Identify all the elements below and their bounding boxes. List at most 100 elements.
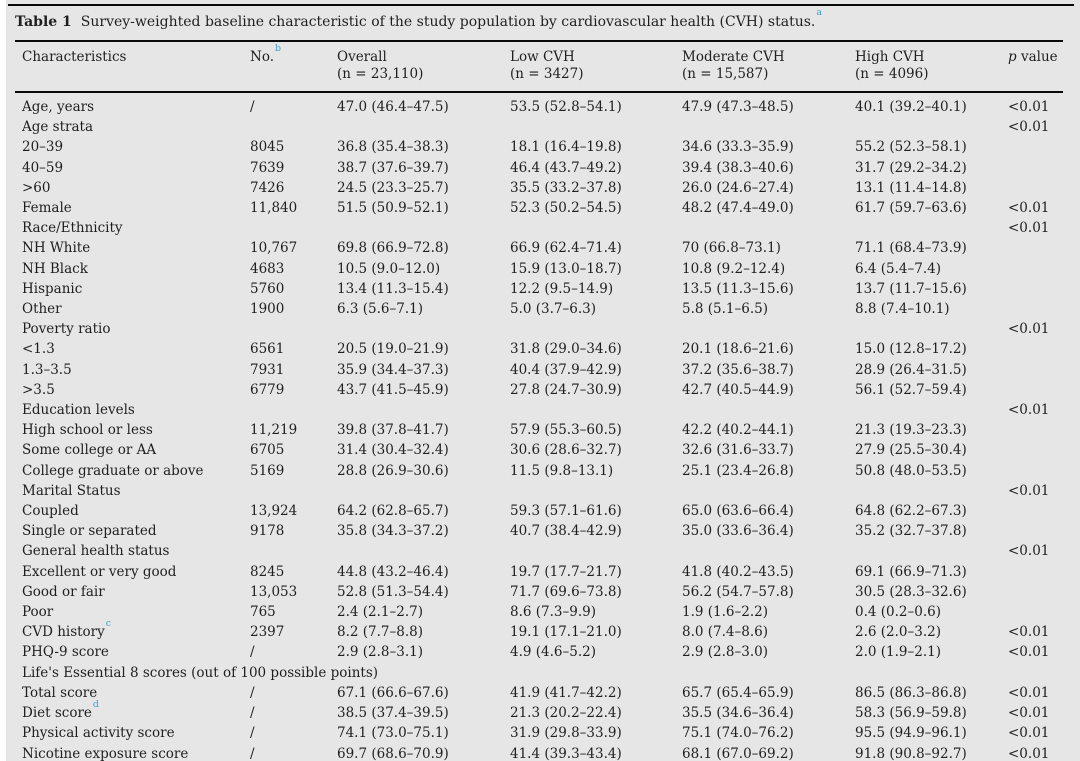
table-row: 1.3–3.5 7931 35.9 (34.4–37.3) 40.4 (37.9–42… <box>15 360 1063 380</box>
table-body: Age, years / 47.0 (46.4–47.5) 53.5 (52.8–54… <box>15 92 1063 761</box>
table-header: Characteristics No.b Overall (n = 23,110… <box>15 40 1063 93</box>
table-row: CVD historyc 2397 8.2 (7.7–8.8) 19.1 (17.1–… <box>15 617 1063 642</box>
cell-high: 8.8 (7.4–10.1) <box>855 301 950 318</box>
table-row: Other 1900 6.3 (5.6–7.1) 5.0 (3.7–6.3) 5.8 (… <box>15 299 1063 319</box>
cell-low <box>510 541 682 561</box>
row-label: Coupled <box>22 503 79 520</box>
cell-moderate: 20.1 (18.6–21.6) <box>682 341 794 358</box>
cell-p <box>1008 178 1063 198</box>
cell-high: 0.4 (0.2–0.6) <box>855 604 941 621</box>
cell-low: 19.1 (17.1–21.0) <box>510 624 622 641</box>
baseline-characteristics-table: Characteristics No.b Overall (n = 23,110… <box>15 40 1063 761</box>
row-label: Poverty ratio <box>22 321 111 338</box>
cell-moderate: 56.2 (54.7–57.8) <box>682 583 794 600</box>
cell-high <box>855 218 1008 238</box>
table-row: Education levels <0.01 <box>15 400 1063 420</box>
row-label: Excellent or very good <box>22 563 177 580</box>
cell-high: 27.9 (25.5–30.4) <box>855 442 967 459</box>
cell-low: 66.9 (62.4–71.4) <box>510 240 622 257</box>
cell-no: 11,219 <box>250 422 298 439</box>
cell-moderate: 65.7 (65.4–65.9) <box>682 684 794 701</box>
cell-moderate: 34.6 (33.3–35.9) <box>682 139 794 156</box>
cell-overall: 51.5 (50.9–52.1) <box>337 200 449 217</box>
cell-moderate: 41.8 (40.2–43.5) <box>682 563 794 580</box>
cell-low: 19.7 (17.7–21.7) <box>510 563 622 580</box>
cell-p <box>1008 420 1063 440</box>
cell-low: 21.3 (20.2–22.4) <box>510 705 622 722</box>
cell-overall: 69.7 (68.6–70.9) <box>337 745 449 761</box>
cell-high: 71.1 (68.4–73.9) <box>855 240 967 257</box>
table-row: NH Black 4683 10.5 (9.0–12.0) 15.9 (13.0–18… <box>15 259 1063 279</box>
cell-overall: 52.8 (51.3–54.4) <box>337 583 449 600</box>
cell-low: 41.4 (39.3–43.4) <box>510 745 622 761</box>
col-header-p-value: p value <box>1008 40 1063 93</box>
cell-high: 13.1 (11.4–14.8) <box>855 179 967 196</box>
cell-high: 40.1 (39.2–40.1) <box>855 99 967 115</box>
row-label: 20–39 <box>22 139 64 156</box>
table-row: <1.3 6561 20.5 (19.0–21.9) 31.8 (29.0–34.6)… <box>15 339 1063 359</box>
cell-high: 2.6 (2.0–3.2) <box>855 624 941 641</box>
footnote-a-marker: a <box>816 7 823 19</box>
row-label: Female <box>22 200 72 217</box>
cell-overall <box>337 400 510 420</box>
cell-no: 13,053 <box>250 583 298 600</box>
cell-moderate <box>682 117 855 137</box>
cell-moderate: 68.1 (67.0–69.2) <box>682 745 794 761</box>
cell-p: <0.01 <box>1008 119 1050 136</box>
cell-p: <0.01 <box>1008 624 1050 641</box>
row-label: CVD historyc <box>22 617 112 641</box>
cell-high: 13.7 (11.7–15.6) <box>855 280 967 297</box>
cell-overall: 38.5 (37.4–39.5) <box>337 705 449 722</box>
cell-overall: 6.3 (5.6–7.1) <box>337 301 423 318</box>
cell-p: <0.01 <box>1008 745 1050 761</box>
cell-p <box>1008 360 1063 380</box>
row-label: Poor <box>22 604 54 621</box>
cell-moderate <box>682 541 855 561</box>
cell-no: 9178 <box>250 523 285 540</box>
cell-overall: 64.2 (62.8–65.7) <box>337 503 449 520</box>
cell-high <box>855 541 1008 561</box>
cell-moderate <box>682 218 855 238</box>
cell-high: 35.2 (32.7–37.8) <box>855 523 967 540</box>
cell-no: 5169 <box>250 462 285 479</box>
cell-p <box>1008 299 1063 319</box>
cell-moderate: 42.7 (40.5–44.9) <box>682 381 794 398</box>
row-label: Total score <box>22 684 98 701</box>
col-header-moderate-cvh: Moderate CVH (n = 15,587) <box>682 40 855 93</box>
cell-high: 2.0 (1.9–2.1) <box>855 644 941 661</box>
table-row: Poor 765 2.4 (2.1–2.7) 8.6 (7.3–9.9) 1.9 (1.… <box>15 602 1063 622</box>
cell-p <box>1008 562 1063 582</box>
cell-moderate: 65.0 (63.6–66.4) <box>682 503 794 520</box>
cell-no: 6779 <box>250 381 285 398</box>
cell-overall <box>337 319 510 339</box>
cell-overall: 69.8 (66.9–72.8) <box>337 240 449 257</box>
cell-overall <box>337 481 510 501</box>
col-subheader-n: (n = 15,587) <box>682 66 769 82</box>
row-label: Single or separated <box>22 523 157 540</box>
cell-moderate: 25.1 (23.4–26.8) <box>682 462 794 479</box>
cell-overall: 36.8 (35.4–38.3) <box>337 139 449 156</box>
cell-high: 58.3 (56.9–59.8) <box>855 705 967 722</box>
cell-moderate: 47.9 (47.3–48.5) <box>682 99 794 115</box>
caption-text: Survey-weighted baseline characteristic … <box>80 14 816 30</box>
cell-high: 50.8 (48.0–53.5) <box>855 462 967 479</box>
cell-low: 8.6 (7.3–9.9) <box>510 604 596 621</box>
cell-low: 59.3 (57.1–61.6) <box>510 503 622 520</box>
cell-no: / <box>250 745 255 761</box>
cell-p: <0.01 <box>1008 482 1050 499</box>
cell-overall <box>337 218 510 238</box>
cell-low: 41.9 (41.7–42.2) <box>510 684 622 701</box>
cell-no: 6561 <box>250 341 285 358</box>
footnote-marker: c <box>105 617 112 629</box>
row-label: Some college or AA <box>22 442 157 459</box>
cell-p <box>1008 279 1063 299</box>
cell-p <box>1008 158 1063 178</box>
cell-p: <0.01 <box>1008 725 1050 742</box>
cell-p <box>1008 440 1063 460</box>
cell-no: / <box>250 684 255 701</box>
row-label: >3.5 <box>22 381 55 398</box>
table-row: College graduate or above 5169 28.8 (26.9–… <box>15 461 1063 481</box>
col-subheader-n: (n = 3427) <box>510 66 584 82</box>
cell-high: 61.7 (59.7–63.6) <box>855 200 967 217</box>
cell-no: 5760 <box>250 280 285 297</box>
